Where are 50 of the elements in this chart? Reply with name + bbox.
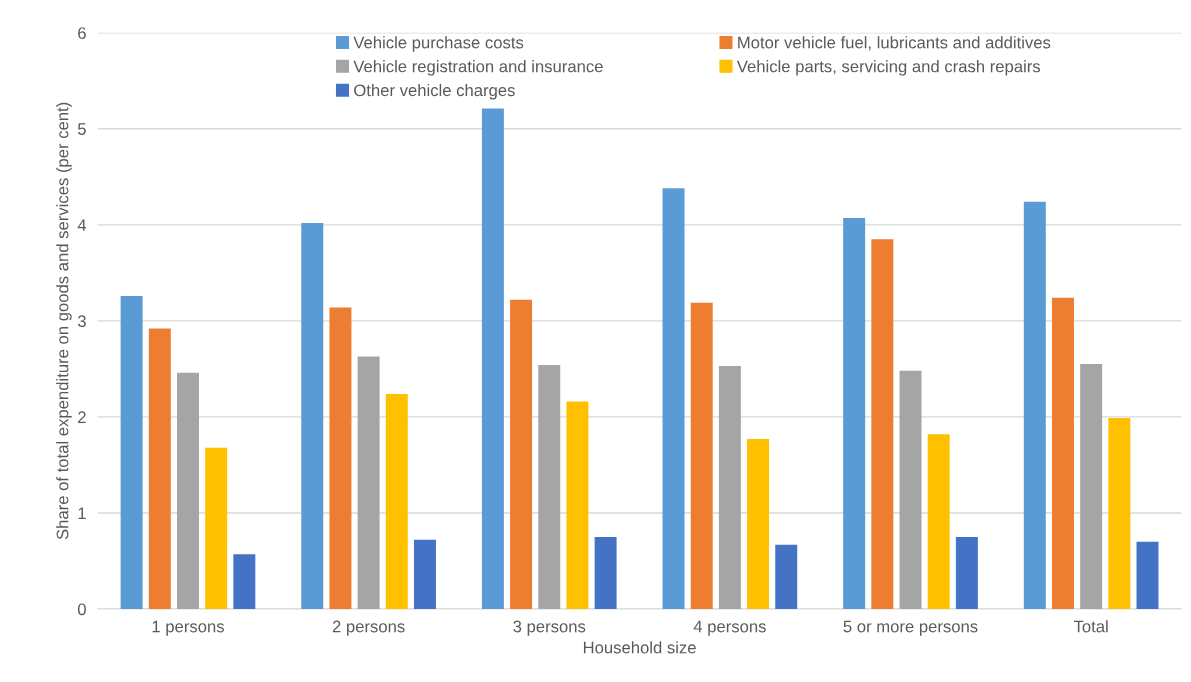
bar [329,307,352,610]
bar [176,372,199,610]
legend-label: Other vehicle charges [354,83,515,100]
x-tick-label: 3 persons [513,620,586,636]
bar [955,536,978,610]
bar [662,188,685,610]
bar [301,222,324,610]
bar [413,539,436,610]
bar [871,239,894,610]
y-tick-label: 2 [78,411,86,423]
bar [205,447,228,610]
bar [510,299,533,610]
bar [385,393,408,610]
y-tick-label: 0 [77,603,86,616]
bar [566,401,589,610]
bar [481,108,504,610]
legend-label: Vehicle purchase costs [353,36,524,52]
bar [120,295,143,610]
x-tick-label: 1 persons [152,620,224,636]
y-tick-label: 5 [77,123,86,135]
bar [1023,201,1046,610]
bar [1136,541,1159,610]
y-tick-label: 1 [78,507,86,520]
x-axis-title: Household size [583,641,696,654]
y-tick-label: 3 [77,315,86,328]
bar [843,218,866,610]
bar [775,544,798,610]
bar [690,302,713,610]
bar [357,356,380,610]
bar [1080,364,1103,610]
bar [899,370,922,610]
y-tick-label: 6 [78,27,86,39]
bar [1108,417,1131,610]
bar [1051,297,1074,610]
legend-label: Vehicle parts, servicing and crash repairs [736,60,1041,76]
legend-label: Vehicle registration and insurance [353,60,603,76]
bar [148,328,171,610]
y-tick-label: 4 [77,219,87,231]
x-tick-label: 2 persons [332,620,405,636]
bar [747,439,770,610]
bar [927,434,950,610]
bar [594,536,617,610]
y-axis-title: Share of total expenditure on goods and services (per cent) [56,102,72,540]
bar [718,366,741,610]
x-tick-label: 5 or more persons [843,620,978,636]
x-tick-label: Total [1073,620,1108,633]
x-tick-label: 4 persons [693,620,766,636]
bar [233,554,256,610]
bar [538,365,561,610]
legend-label: Motor vehicle fuel, lubricants and additives [738,36,1051,51]
